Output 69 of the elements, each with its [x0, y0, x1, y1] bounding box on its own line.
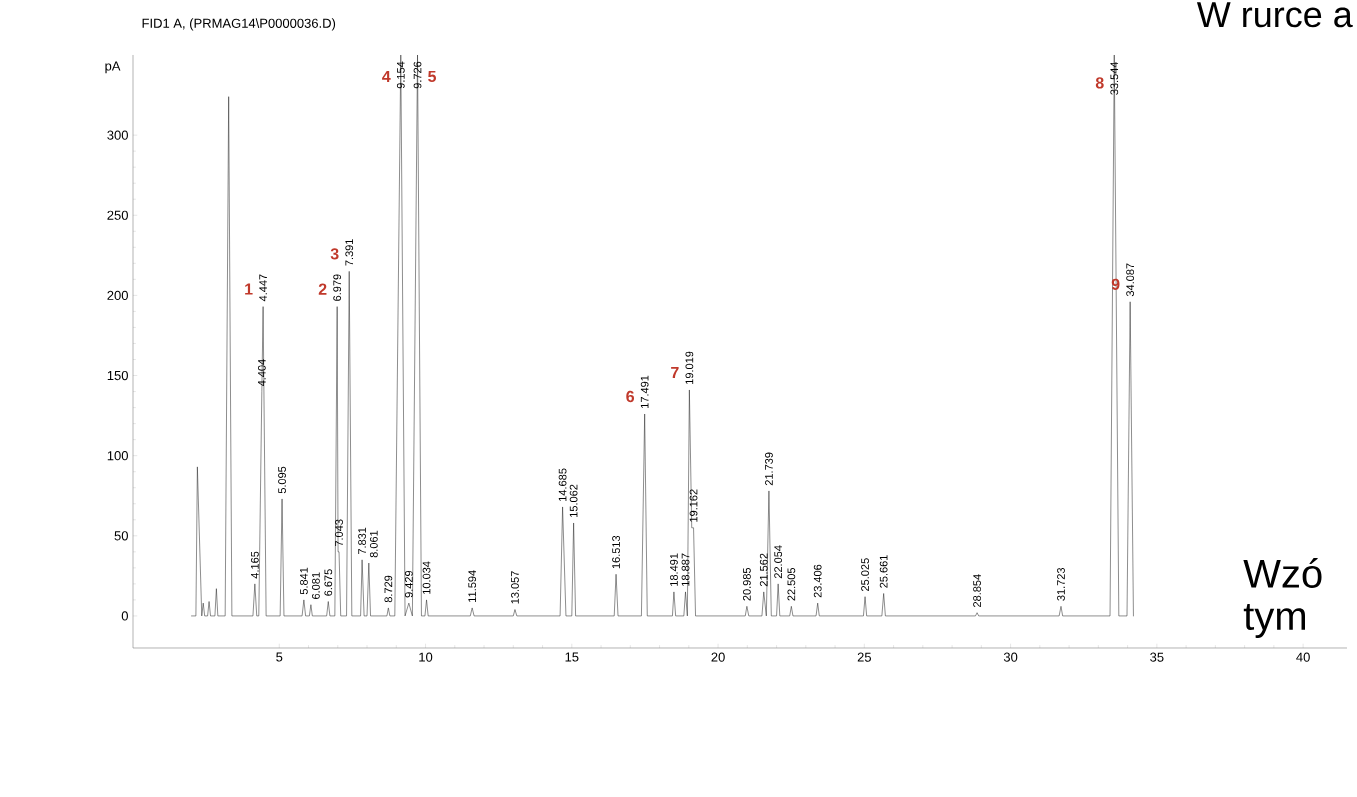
annotation: 4.165 [250, 551, 259, 579]
x-tick-label: 30 [1003, 652, 1018, 662]
annotation: 4.447 [259, 274, 267, 302]
annotation: 19.019 [685, 351, 694, 384]
y-tick-label: 250 [107, 210, 128, 220]
annotation: 6 [626, 390, 635, 403]
annotation: tym [1243, 603, 1305, 639]
annotation: 5.095 [278, 466, 286, 494]
y-tick-label: 100 [107, 451, 128, 461]
annotation: 18.491 [670, 553, 678, 586]
line-series [191, 54, 1134, 617]
annotation: 10.034 [422, 561, 431, 594]
annotation: 8.061 [369, 530, 378, 558]
text: W rurce a [1196, 2, 1353, 28]
annotation: 2 [318, 283, 327, 295]
annotation: 18.887 [681, 553, 690, 586]
annotation: 13.057 [511, 571, 519, 604]
x-tick-label: 25 [857, 652, 871, 662]
annotation: 22.505 [787, 567, 796, 601]
y-tick-label: 150 [107, 370, 128, 381]
y-tick-label: 50 [114, 531, 128, 541]
y-axis-title: pA [105, 61, 121, 74]
annotation: 1 [245, 283, 253, 295]
annotation: 21.739 [765, 452, 773, 486]
annotation: 25.025 [861, 558, 869, 591]
chart-title: FID1 A, (PRMAG14\P0000036.D) [142, 18, 336, 31]
annotation: 5.841 [299, 567, 308, 595]
annotation: 15.062 [569, 484, 578, 517]
annotation: 25.661 [879, 555, 888, 588]
annotation: 7 [671, 366, 679, 378]
annotation: 4 [382, 70, 391, 82]
annotation: 11.594 [468, 570, 477, 602]
annotation: 28.854 [973, 574, 981, 607]
annotation: Wzó [1243, 558, 1322, 588]
x-tick-label: 5 [276, 652, 283, 662]
x-tick-label: 20 [711, 652, 725, 662]
annotation: 14.685 [558, 468, 567, 501]
annotation: 7.831 [358, 527, 366, 555]
annotation: 3 [330, 248, 339, 260]
x-tick-label: 35 [1150, 652, 1164, 662]
y-tick-label: 0 [121, 611, 128, 621]
x-tick-label: 15 [565, 652, 579, 662]
annotation: 34.087 [1126, 263, 1135, 297]
annotation: 20.985 [742, 567, 751, 601]
annotation: 23.406 [813, 564, 822, 598]
annotation: 9 [1111, 278, 1120, 290]
annotation: 9.429 [404, 570, 413, 598]
annotation: 31.723 [1057, 567, 1065, 601]
annotation: 9.154 [396, 61, 405, 89]
annotation: 7.391 [345, 239, 354, 266]
annotation: 4.404 [257, 359, 266, 387]
annotation: 9.726 [413, 61, 422, 89]
x-tick-label: 10 [419, 652, 433, 662]
y-tick-label: 300 [107, 130, 128, 140]
annotation: 6.081 [312, 572, 320, 599]
annotation: 6.979 [333, 274, 342, 301]
annotation: 6.675 [324, 569, 333, 596]
annotation: 8 [1095, 77, 1104, 89]
annotation: 33.544 [1110, 61, 1119, 95]
annotation: 5 [428, 70, 437, 83]
annotation: 7.043 [335, 519, 343, 547]
annotation: 8.729 [384, 575, 393, 603]
annotation: 22.054 [774, 545, 783, 579]
y-tick-label: 200 [107, 290, 128, 300]
annotation: 19.162 [689, 489, 698, 522]
x-tick-label: 40 [1296, 652, 1310, 662]
annotation: 16.513 [612, 535, 620, 569]
annotation: 17.491 [640, 375, 649, 408]
annotation: 21.562 [759, 553, 768, 587]
